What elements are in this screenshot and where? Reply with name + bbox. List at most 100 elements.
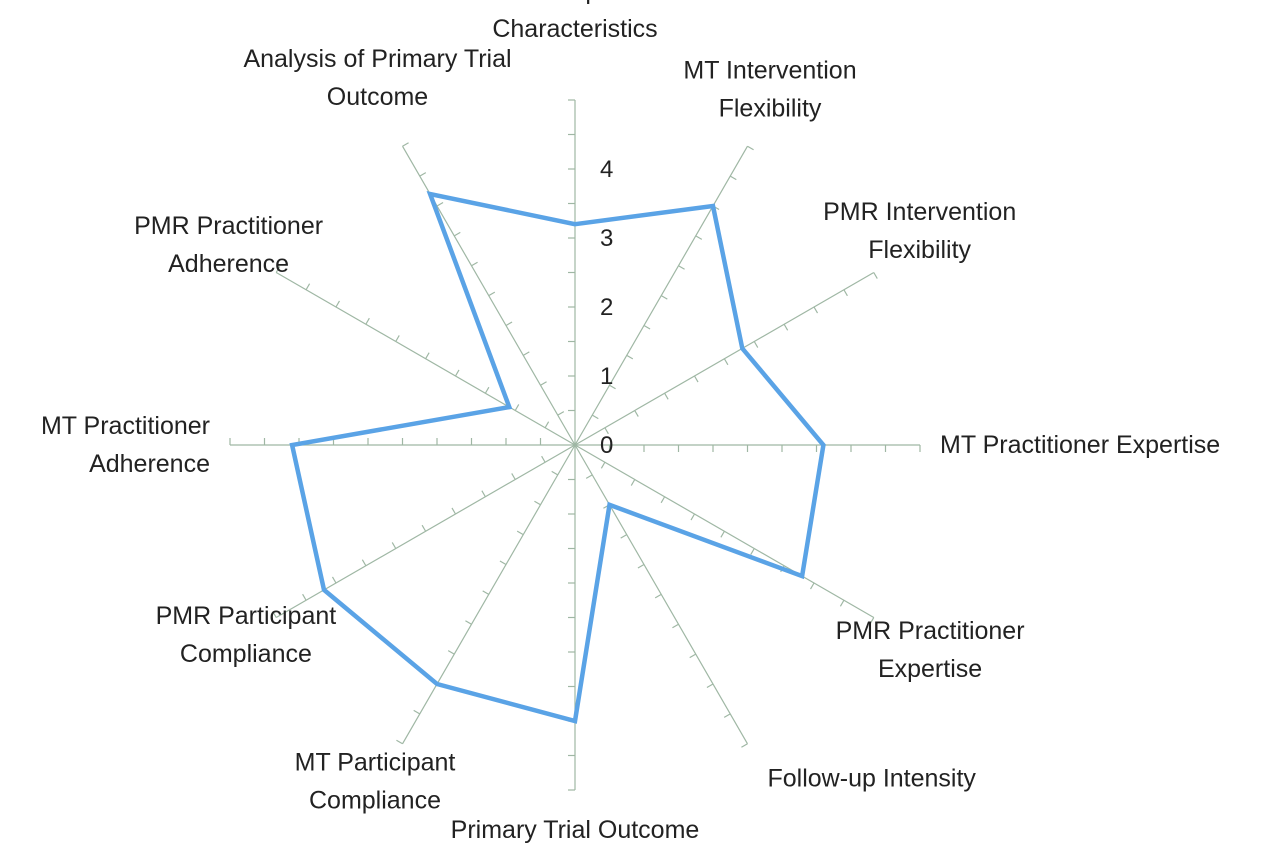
spoke-tick (873, 272, 878, 279)
spoke-tick (643, 324, 651, 330)
spoke-tick (534, 500, 541, 506)
spoke-tick (302, 593, 307, 601)
spoke-tick (482, 590, 490, 595)
spoke-tick (591, 414, 599, 420)
category-labels: Participant Characteristics MT Interventio… (41, 0, 1220, 844)
category-label-line: Adherence (168, 250, 289, 278)
category-label: MT Intervention Flexibility (683, 56, 856, 122)
category-label: Analysis of Primary Trial Outcome (243, 45, 511, 111)
spoke-tick (471, 261, 478, 267)
spoke-tick (585, 474, 593, 479)
category-label-line: PMR Practitioner (836, 617, 1025, 645)
category-label-line: Outcome (327, 83, 428, 111)
axes-layer (229, 99, 921, 791)
spoke-tick (729, 175, 737, 181)
spoke-tick (637, 563, 645, 569)
category-label-line: MT Participant (295, 748, 456, 776)
spoke-tick (305, 283, 311, 291)
spoke-tick (747, 145, 754, 151)
radial-tick-label: 3 (600, 225, 613, 252)
spoke-tick (720, 530, 725, 538)
category-label-line: Analysis of Primary Trial (243, 45, 511, 73)
spoke-tick (275, 266, 281, 273)
radial-tick-label: 2 (600, 294, 613, 321)
spoke-tick (391, 542, 397, 549)
spoke-tick (454, 369, 460, 377)
spoke-tick (395, 335, 400, 342)
spoke-tick (634, 410, 639, 417)
category-label-line: Adherence (89, 450, 210, 478)
spoke-tick (690, 513, 696, 521)
spoke-tick (335, 300, 340, 308)
spoke-tick (810, 582, 815, 590)
radial-tick-labels: 0 1 2 3 4 (600, 156, 613, 459)
spoke-tick (544, 421, 550, 429)
spoke-tick (604, 427, 609, 435)
spoke-tick (505, 321, 513, 327)
spoke-tick (516, 530, 524, 536)
spoke-tick (654, 593, 662, 599)
spoke-tick (272, 611, 277, 618)
spoke-tick (723, 713, 731, 718)
spoke-tick (869, 617, 875, 624)
spoke-tick (678, 265, 685, 270)
spoke-tick (741, 743, 748, 748)
spoke-tick (396, 739, 403, 745)
category-label: MT Practitioner Adherence (41, 412, 210, 478)
spoke-tick (693, 375, 699, 383)
spoke-tick (451, 507, 457, 515)
spoke-tick (695, 235, 703, 240)
spoke-tick (421, 524, 427, 532)
spoke-tick (522, 351, 530, 356)
category-label: PMR Practitioner Expertise (836, 617, 1025, 683)
spoke-tick (609, 384, 616, 390)
spoke-tick (557, 411, 565, 416)
spoke-tick (499, 560, 507, 566)
spoke-tick (436, 201, 444, 207)
category-label: PMR Participant Compliance (156, 602, 337, 668)
category-label: Primary Trial Outcome (451, 816, 700, 844)
spoke-tick (481, 490, 486, 498)
spoke-tick (839, 599, 845, 607)
category-label-line: Follow-up Intensity (768, 764, 977, 792)
category-label: MT Practitioner Expertise (940, 431, 1220, 459)
category-label-line: PMR Intervention (823, 198, 1016, 226)
spoke-tick (753, 341, 759, 348)
category-label-line: Flexibility (719, 94, 822, 122)
spoke-11 (275, 271, 576, 446)
spoke-tick (488, 291, 496, 297)
category-label-line: Primary Trial Outcome (451, 816, 700, 844)
spoke-tick (425, 352, 430, 360)
category-label-line: PMR Participant (156, 602, 337, 630)
spoke-tick (660, 496, 666, 504)
category-label-line: Characteristics (492, 15, 657, 43)
spoke-tick (689, 653, 697, 659)
category-label: PMR Practitioner Adherence (134, 212, 323, 278)
spoke-tick (551, 470, 559, 476)
category-label: Follow-up Intensity (768, 764, 977, 792)
spoke-tick (706, 683, 714, 689)
category-label-line: MT Practitioner Expertise (940, 431, 1220, 459)
spoke-tick (465, 620, 472, 625)
category-label-line: Expertise (878, 655, 982, 683)
category-label: Participant Characteristics (492, 0, 657, 43)
category-label: PMR Intervention Flexibility (823, 198, 1016, 264)
category-label-line: MT Intervention (683, 56, 856, 84)
spoke-tick (843, 289, 848, 297)
spoke-tick (514, 404, 520, 411)
category-label-line: Compliance (309, 786, 441, 814)
spoke-tick (783, 323, 789, 331)
spoke-tick (813, 306, 819, 314)
spoke-tick (540, 381, 547, 386)
radial-tick-label: 0 (600, 432, 613, 459)
spoke-tick (630, 479, 636, 486)
spoke-tick (365, 317, 370, 325)
spoke-tick (620, 534, 628, 539)
category-label-line: MT Practitioner (41, 412, 210, 440)
spoke-tick (447, 650, 455, 655)
spoke-tick (750, 548, 755, 555)
spoke-tick (511, 473, 516, 480)
spoke-tick (626, 354, 634, 360)
